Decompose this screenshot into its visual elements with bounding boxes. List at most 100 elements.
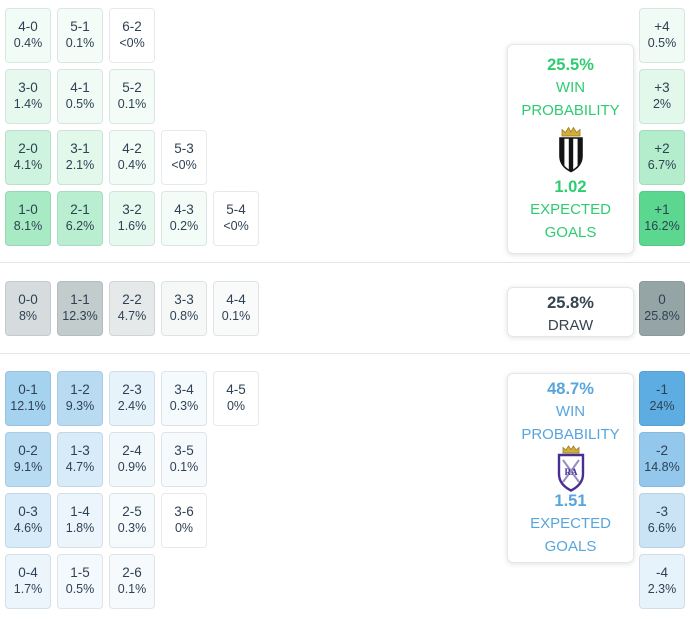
margin-cell-plusminus-1: +1 16.2% (639, 191, 685, 246)
cell-score-label: 2-5 (122, 504, 142, 520)
home-team-crest (551, 125, 591, 173)
cell-probability-label: 9.3% (65, 399, 95, 414)
home-win-label-line1: WIN (555, 79, 586, 96)
cell-score-label: 2-2 (122, 292, 142, 308)
cell-score-label: 4-2 (122, 141, 142, 157)
cell-score-label: -4 (655, 565, 668, 581)
cell-score-label: +1 (654, 202, 670, 218)
draw-probability-value: 25.8% (547, 294, 594, 312)
away-xg-label-line2: GOALS (544, 537, 597, 555)
cell-score-label: +2 (654, 141, 670, 157)
margin-cell-minus-2: -2 14.8% (639, 432, 685, 487)
cell-score-label: 1-2 (70, 382, 90, 398)
cell-probability-label: 6.2% (65, 219, 95, 234)
cell-probability-label: 0.1% (117, 582, 147, 597)
cell-probability-label: 8.1% (13, 219, 43, 234)
score-cell-4-2: 4-2 0.4% (109, 130, 155, 185)
cell-probability-label: 2% (652, 97, 672, 112)
home-xg-label-line1: EXPECTED (530, 201, 611, 218)
cell-probability-label: <0% (171, 158, 197, 173)
cell-score-label: 2-1 (70, 202, 90, 218)
cell-score-label: 1-0 (18, 202, 38, 218)
away-win-label-line1: WIN (555, 403, 586, 420)
cell-probability-label: 0.4% (117, 158, 147, 173)
cell-score-label: +3 (654, 80, 670, 96)
home-team-crest-icon (558, 126, 583, 173)
margin-cell-minus-1: -1 24% (639, 371, 685, 426)
score-cell-3-2: 3-2 1.6% (109, 191, 155, 246)
cell-probability-label: 0.1% (221, 309, 251, 324)
cell-probability-label: 1.8% (65, 521, 95, 536)
score-cell-1-4: 1-4 1.8% (57, 493, 103, 548)
cell-score-label: -1 (655, 382, 668, 398)
away-team-crest: RA (551, 444, 591, 492)
cell-probability-label: 0.9% (117, 460, 147, 475)
score-cell-0-2: 0-2 9.1% (5, 432, 51, 487)
away-team-crest-icon: RA (557, 445, 584, 492)
cell-probability-label: 0.8% (169, 309, 199, 324)
cell-probability-label: 0.1% (117, 97, 147, 112)
score-cell-1-1: 1-1 12.3% (57, 281, 103, 336)
score-cell-4-1: 4-1 0.5% (57, 69, 103, 124)
cell-score-label: 3-6 (174, 504, 194, 520)
score-cell-3-3: 3-3 0.8% (161, 281, 207, 336)
score-cell-3-5: 3-5 0.1% (161, 432, 207, 487)
home-expected-goals-value: 1.02 (554, 178, 587, 196)
score-cell-3-1: 3-1 2.1% (57, 130, 103, 185)
score-cell-2-0: 2-0 4.1% (5, 130, 51, 185)
cell-probability-label: 0.1% (169, 460, 199, 475)
cell-score-label: 2-6 (122, 565, 142, 581)
cell-probability-label: 9.1% (13, 460, 43, 475)
cell-score-label: 5-1 (70, 19, 90, 35)
away-expected-goals-value: 1.51 (554, 492, 587, 510)
cell-score-label: 2-3 (122, 382, 142, 398)
cell-score-label: 6-2 (122, 19, 142, 35)
cell-score-label: 4-1 (70, 80, 90, 96)
cell-probability-label: 1.7% (13, 582, 43, 597)
section-divider-top (0, 262, 690, 263)
cell-score-label: 5-4 (226, 202, 246, 218)
cell-probability-label: 2.3% (647, 582, 677, 597)
cell-probability-label: <0% (223, 219, 249, 234)
cell-probability-label: 4.7% (117, 309, 147, 324)
cell-score-label: -2 (655, 443, 668, 459)
score-cell-3-6: 3-6 0% (161, 493, 207, 548)
away-win-probability-value: 48.7% (547, 380, 594, 398)
cell-probability-label: 6.7% (647, 158, 677, 173)
score-cell-2-6: 2-6 0.1% (109, 554, 155, 609)
cell-score-label: 0-2 (18, 443, 38, 459)
cell-score-label: 4-5 (226, 382, 246, 398)
cell-score-label: +4 (654, 19, 670, 35)
score-cell-2-3: 2-3 2.4% (109, 371, 155, 426)
cell-score-label: 5-3 (174, 141, 194, 157)
cell-probability-label: 0% (174, 521, 194, 536)
draw-panel: 25.8% DRAW (507, 287, 634, 337)
cell-score-label: 5-2 (122, 80, 142, 96)
score-cell-3-0: 3-0 1.4% (5, 69, 51, 124)
cell-probability-label: 12.3% (62, 309, 98, 324)
score-cell-2-2: 2-2 4.7% (109, 281, 155, 336)
score-cell-3-4: 3-4 0.3% (161, 371, 207, 426)
cell-probability-label: 0.5% (65, 582, 95, 597)
cell-probability-label: 0.4% (13, 36, 43, 51)
score-cell-5-4: 5-4 <0% (213, 191, 259, 246)
cell-score-label: 0 (658, 292, 666, 308)
cell-probability-label: 8% (18, 309, 38, 324)
cell-score-label: 4-0 (18, 19, 38, 35)
cell-score-label: 3-1 (70, 141, 90, 157)
score-cell-5-3: 5-3 <0% (161, 130, 207, 185)
margin-cell-minus-4: -4 2.3% (639, 554, 685, 609)
score-cell-1-5: 1-5 0.5% (57, 554, 103, 609)
cell-probability-label: 0.3% (169, 399, 199, 414)
cell-score-label: 3-2 (122, 202, 142, 218)
cell-probability-label: 0% (226, 399, 246, 414)
margin-cell-plusminus-2: +2 6.7% (639, 130, 685, 185)
home-win-panel: 25.5% WIN PROBABILITY 1.02 EXPECTED GOAL… (507, 44, 634, 254)
cell-score-label: 3-4 (174, 382, 194, 398)
cell-score-label: 2-0 (18, 141, 38, 157)
cell-score-label: 0-1 (18, 382, 38, 398)
score-cell-4-0: 4-0 0.4% (5, 8, 51, 63)
cell-probability-label: 0.2% (169, 219, 199, 234)
cell-probability-label: 0.5% (647, 36, 677, 51)
